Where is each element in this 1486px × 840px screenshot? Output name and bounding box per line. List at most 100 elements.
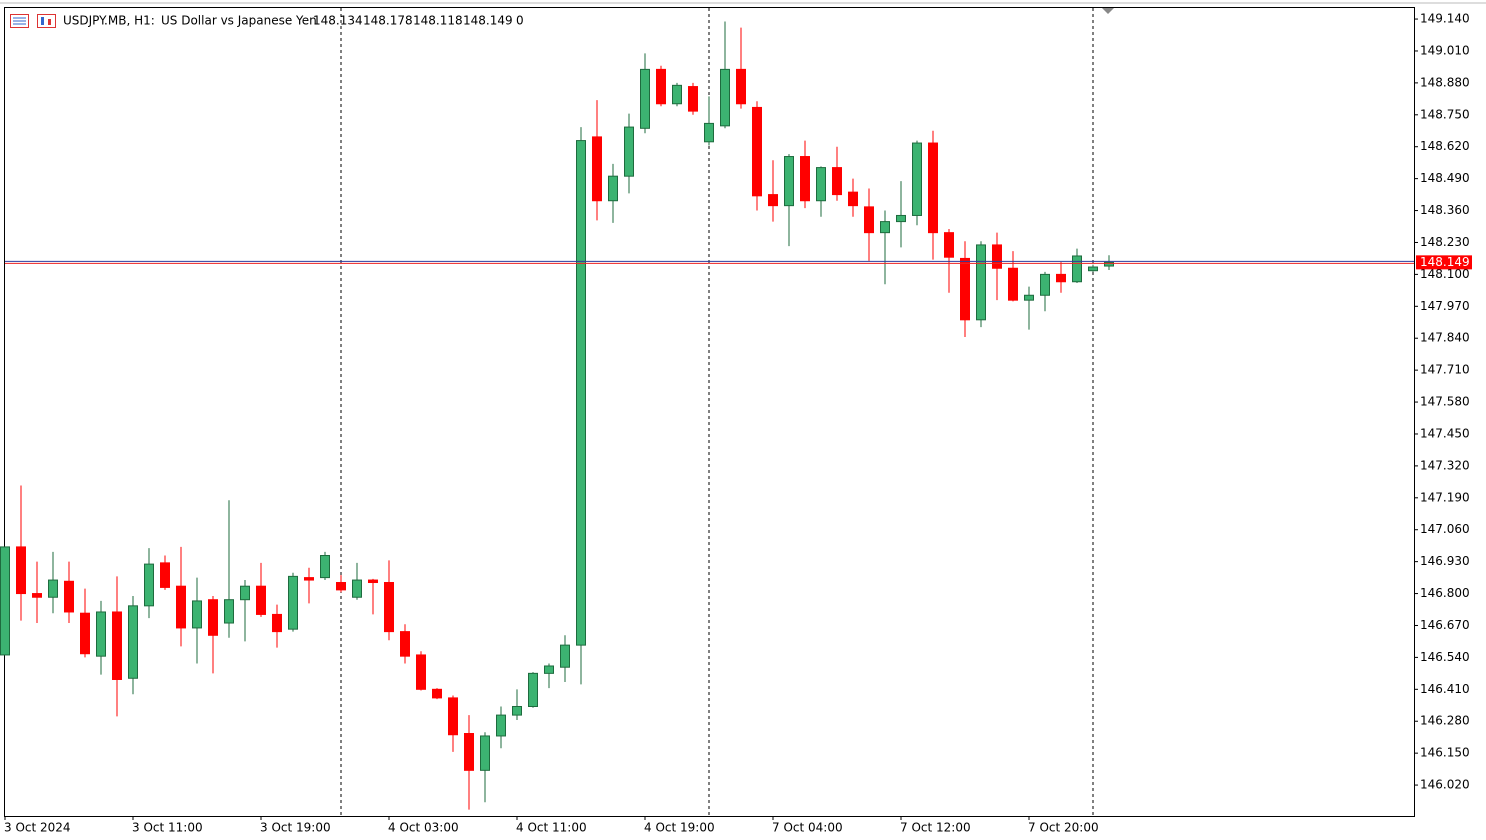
header-open: 148.134 xyxy=(313,14,363,28)
x-tick-label: 3 Oct 11:00 xyxy=(132,821,203,835)
candle-body xyxy=(976,244,986,321)
y-tick-label: 148.620 xyxy=(1420,139,1470,153)
candle-body xyxy=(880,221,890,234)
candle-body xyxy=(784,156,794,207)
candle-body xyxy=(1040,273,1050,296)
y-tick-label: 148.750 xyxy=(1420,107,1470,121)
candle-body xyxy=(496,714,506,737)
y-tick-label: 147.840 xyxy=(1420,331,1470,345)
candle-body xyxy=(96,611,106,657)
icon-frame xyxy=(37,14,56,28)
x-tick-label: 3 Oct 19:00 xyxy=(260,821,331,835)
candle-body xyxy=(256,585,266,615)
price-tag xyxy=(1416,255,1472,270)
candle-body xyxy=(80,612,90,655)
candle-body xyxy=(240,585,250,601)
candle-body xyxy=(1088,266,1098,272)
candle-body xyxy=(800,156,810,202)
icon-bar xyxy=(48,19,51,25)
candle-body xyxy=(320,555,330,579)
y-tick-label: 149.010 xyxy=(1420,43,1470,57)
candle-body xyxy=(736,68,746,105)
symbol: USDJPY.MB, H1: xyxy=(63,14,155,28)
candle-body xyxy=(1008,267,1018,301)
plot-frame xyxy=(4,7,1415,817)
header-high: 148.178 xyxy=(363,14,413,28)
y-tick-label: 147.320 xyxy=(1420,458,1470,472)
y-tick-label: 148.100 xyxy=(1420,267,1470,281)
x-tick-label: 7 Oct 20:00 xyxy=(1028,821,1099,835)
y-tick-label: 146.800 xyxy=(1420,586,1470,600)
candle-body xyxy=(336,582,346,591)
candle-body xyxy=(160,562,170,588)
candle-body xyxy=(1072,255,1082,283)
candle-body xyxy=(208,599,218,636)
chart-icon[interactable] xyxy=(37,14,56,28)
candle-body xyxy=(192,600,202,629)
y-tick-label: 146.280 xyxy=(1420,714,1470,728)
y-tick-label: 146.020 xyxy=(1420,778,1470,792)
y-tick-label: 146.540 xyxy=(1420,650,1470,664)
candle-body xyxy=(352,579,362,598)
y-tick-label: 149.140 xyxy=(1420,12,1470,26)
y-tick-label: 147.060 xyxy=(1420,522,1470,536)
y-tick-label: 148.490 xyxy=(1420,171,1470,185)
x-tick-label: 7 Oct 12:00 xyxy=(900,821,971,835)
y-tick-label: 148.360 xyxy=(1420,203,1470,217)
shift-marker xyxy=(1102,8,1114,14)
x-tick-label: 4 Oct 19:00 xyxy=(644,821,715,835)
candle-body xyxy=(672,84,682,105)
description: US Dollar vs Japanese Yen xyxy=(161,14,317,28)
candle-body xyxy=(768,194,778,207)
candle-body xyxy=(128,605,138,679)
candle-body xyxy=(720,68,730,127)
y-tick-label: 147.710 xyxy=(1420,363,1470,377)
candle-body xyxy=(816,167,826,202)
y-tick-label: 147.450 xyxy=(1420,426,1470,440)
y-tick-label: 146.930 xyxy=(1420,554,1470,568)
y-tick-label: 146.670 xyxy=(1420,618,1470,632)
x-tick-label: 7 Oct 04:00 xyxy=(772,821,843,835)
candle-body xyxy=(640,68,650,129)
candle-body xyxy=(864,206,874,234)
icon-bar xyxy=(41,17,44,25)
header-low: 148.118 xyxy=(413,14,463,28)
candle-body xyxy=(432,688,442,699)
header-close: 148.149 xyxy=(463,14,513,28)
candle-body xyxy=(752,106,762,197)
x-tick-label: 4 Oct 03:00 xyxy=(388,821,459,835)
candle-body xyxy=(400,631,410,657)
candle-body xyxy=(624,126,634,177)
candle-body xyxy=(0,546,10,656)
candle-body xyxy=(1056,273,1066,283)
candle-body xyxy=(144,563,154,607)
candle-body xyxy=(928,142,938,234)
y-tick-label: 146.150 xyxy=(1420,746,1470,760)
candle-body xyxy=(64,580,74,613)
candle-body xyxy=(960,257,970,321)
candle-body xyxy=(384,582,394,633)
candle-body xyxy=(512,705,522,716)
candle-body xyxy=(480,735,490,771)
candle-body xyxy=(576,140,586,646)
candle-body xyxy=(1104,261,1114,267)
candle-body xyxy=(224,599,234,624)
candle-body xyxy=(832,167,842,196)
candle-body xyxy=(464,733,474,771)
menu-icon[interactable] xyxy=(10,14,29,28)
candle-body xyxy=(656,68,666,105)
candle-body xyxy=(416,654,426,690)
candle-body xyxy=(688,86,698,112)
y-tick-label: 147.190 xyxy=(1420,490,1470,504)
y-tick-label: 148.230 xyxy=(1420,235,1470,249)
candle-body xyxy=(944,232,954,258)
y-tick-label: 148.880 xyxy=(1420,75,1470,89)
y-tick-label: 147.970 xyxy=(1420,299,1470,313)
candle-body xyxy=(992,244,1002,269)
y-tick-label: 146.410 xyxy=(1420,682,1470,696)
candle-body xyxy=(32,593,42,598)
candle-body xyxy=(912,142,922,216)
